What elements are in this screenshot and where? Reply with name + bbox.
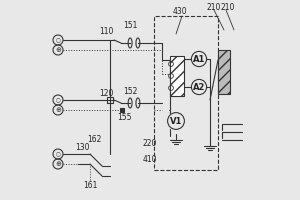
Text: 155: 155 xyxy=(117,114,131,122)
Text: V1: V1 xyxy=(170,116,182,126)
Text: 430: 430 xyxy=(173,7,187,17)
Text: 162: 162 xyxy=(87,136,101,144)
Text: 151: 151 xyxy=(123,21,137,30)
Text: 220: 220 xyxy=(143,140,157,148)
Text: 110: 110 xyxy=(99,27,113,36)
Text: 130: 130 xyxy=(75,144,89,152)
Text: 210: 210 xyxy=(221,3,235,12)
Text: ⊕: ⊕ xyxy=(55,161,61,167)
Text: 161: 161 xyxy=(83,182,97,190)
FancyBboxPatch shape xyxy=(218,50,230,94)
Text: ○: ○ xyxy=(56,152,60,156)
Text: 152: 152 xyxy=(123,88,137,97)
Text: ⊕: ⊕ xyxy=(55,107,61,113)
Text: A1: A1 xyxy=(193,54,205,64)
Text: 410: 410 xyxy=(143,156,157,164)
Text: ○: ○ xyxy=(56,38,60,43)
FancyBboxPatch shape xyxy=(120,108,124,112)
Text: A2: A2 xyxy=(193,83,205,92)
FancyBboxPatch shape xyxy=(170,56,184,96)
Text: ⊕: ⊕ xyxy=(55,47,61,53)
Text: 120: 120 xyxy=(99,90,113,98)
Text: 210: 210 xyxy=(207,3,221,12)
Text: ○: ○ xyxy=(56,98,60,102)
